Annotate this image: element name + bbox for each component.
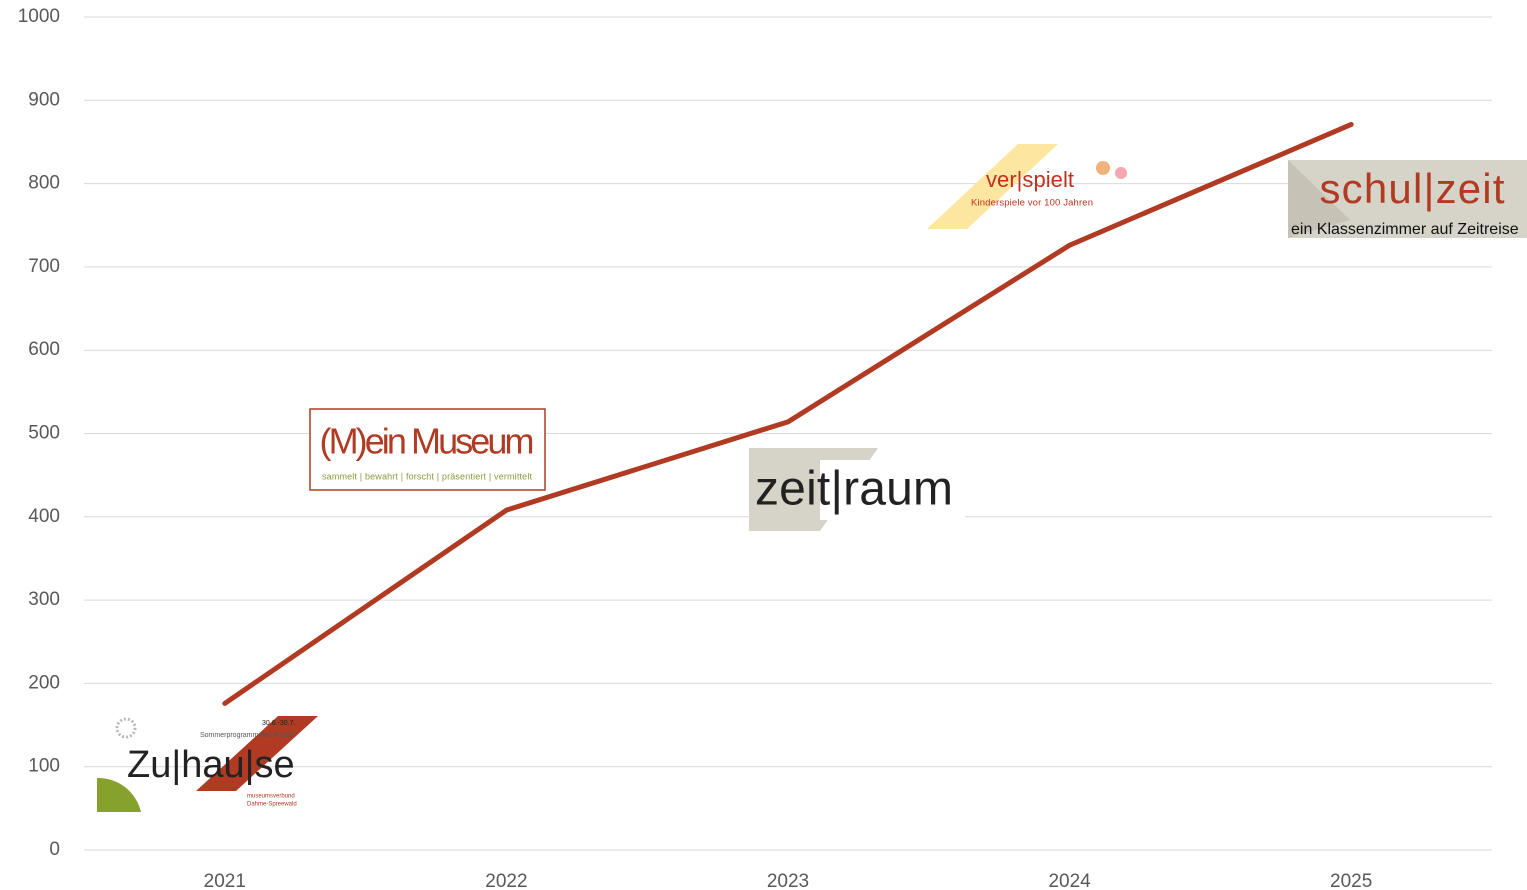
y-tick-label: 0: [49, 839, 60, 860]
y-tick-label: 700: [28, 256, 60, 277]
logo-text: Kinderspiele vor 100 Jahren: [971, 198, 1093, 209]
logo-text: 30.6.-30.7.: [262, 720, 296, 727]
logo-shape: [1115, 167, 1127, 179]
x-tick-label: 2023: [767, 871, 809, 890]
logo-title: schul|zeit: [1320, 165, 1505, 212]
y-tick-label: 100: [28, 756, 60, 777]
y-tick-label: 800: [28, 173, 60, 194]
logo-text: Sommerprogramm des MVDD: [200, 732, 294, 739]
logo-shape: [117, 719, 135, 737]
logo-zeitraum: zeit|raum: [749, 448, 965, 531]
y-tick-label: 900: [28, 89, 60, 110]
logo-title: zeit|raum: [755, 463, 953, 516]
y-tick-label: 400: [28, 506, 60, 527]
x-tick-label: 2025: [1330, 871, 1372, 890]
logo-shape: [1096, 161, 1110, 175]
x-tick-label: 2022: [485, 871, 527, 890]
logo-zuhause: Zu|hau|se Sommerprogramm des MVDD 30.6.-…: [97, 716, 318, 812]
logo-text: ein Klassenzimmer auf Zeitreise: [1291, 221, 1519, 238]
chart: 0 100 200 300 400 500 600 700 800 900 1000 2021 2022…: [0, 0, 1527, 890]
logo-verspielt: ver|spielt Kinderspiele vor 100 Jahren: [927, 144, 1127, 229]
y-tick-label: 500: [28, 423, 60, 444]
logo-title: Zu|hau|se: [127, 744, 295, 786]
y-tick-label: 1000: [18, 6, 60, 27]
x-tick-label: 2024: [1048, 871, 1091, 890]
x-tick-label: 2021: [204, 871, 246, 890]
y-tick-label: 600: [28, 339, 60, 360]
logo-schulzeit: schul|zeit ein Klassenzimmer auf Zeitrei…: [1288, 160, 1527, 238]
logo-text: Dahme-Spreewald: [247, 802, 297, 808]
logo-text: sammelt | bewahrt | forscht | präsentier…: [322, 471, 532, 481]
logo-title: ver|spielt: [986, 167, 1074, 192]
logo-title: (M)ein Museum: [320, 421, 535, 462]
page: 0 100 200 300 400 500 600 700 800 900 1000 2021 2022…: [0, 0, 1527, 890]
y-tick-label: 300: [28, 589, 60, 610]
logo-mein-museum: (M)ein Museum sammelt | bewahrt | forsch…: [310, 409, 545, 490]
logo-text: museumsverbund: [247, 794, 295, 800]
y-tick-label: 200: [28, 672, 60, 693]
